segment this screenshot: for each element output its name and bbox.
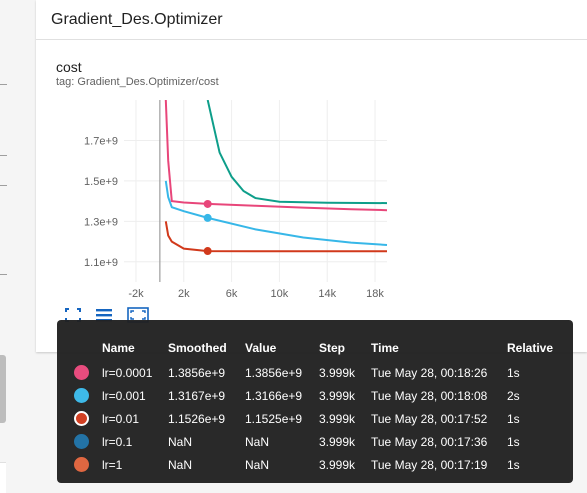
tooltip-cell-time: Tue May 28, 00:17:19	[371, 458, 488, 472]
hover-point-lr=0.001	[203, 213, 212, 222]
x-tick-label: 10k	[271, 288, 289, 300]
tooltip-cell-step: 3.999k	[319, 412, 356, 426]
series-color-swatch	[74, 411, 89, 426]
chart-grid	[124, 100, 387, 282]
y-axis-ticks: 1.1e+9 1.3e+9 1.5e+9 1.7e+9	[84, 135, 118, 268]
left-divider	[0, 185, 7, 186]
chart-title: cost	[56, 59, 82, 75]
tooltip-cell-time: Tue May 28, 00:18:08	[371, 389, 488, 403]
tooltip-cell-value: NaN	[245, 435, 270, 449]
tooltip-cell-time: Tue May 28, 00:17:52	[371, 412, 488, 426]
header-relative: Relative	[507, 341, 554, 355]
x-tick-label: -2k	[128, 288, 144, 300]
y-tick-label: 1.5e+9	[84, 176, 118, 188]
tooltip-cell-relative: 1s	[507, 366, 520, 380]
tooltip-cell-value: 1.1525e+9	[245, 412, 303, 426]
x-tick-label: 14k	[318, 288, 336, 300]
x-axis-ticks: -2k 2k 6k 10k 14k 18k	[128, 288, 384, 300]
line-chart[interactable]: -2k 2k 6k 10k 14k 18k 1.1e+9 1.3e+9 1.5e+9 1.7e+…	[36, 0, 587, 352]
tooltip-cell-relative: 2s	[507, 389, 520, 403]
header-time: Time	[371, 341, 399, 355]
x-tick-label: 2k	[178, 288, 190, 300]
left-divider	[0, 274, 7, 275]
chart-tag: tag: Gradient_Des.Optimizer/cost	[56, 76, 219, 88]
tooltip-row: lr=0.0001 1.3856e+9 1.3856e+9 3.999k Tue May…	[57, 361, 573, 383]
tooltip-cell-value: 1.3166e+9	[245, 389, 303, 403]
tooltip-row: lr=0.01 1.1526e+9 1.1525e+9 3.999k Tue May 2…	[57, 407, 573, 429]
left-divider	[0, 84, 7, 85]
tooltip-row: lr=1 NaN NaN 3.999k Tue May 28, 00:17:19 1s	[57, 453, 573, 475]
left-panel-edge	[0, 0, 7, 493]
scalar-card: Gradient_Des.Optimizer cost tag: Gradien…	[36, 0, 587, 352]
tooltip-row: lr=0.001 1.3167e+9 1.3166e+9 3.999k Tue May …	[57, 384, 573, 406]
tooltip-cell-name: lr=0.1	[102, 435, 133, 449]
card-title: Gradient_Des.Optimizer	[51, 11, 223, 28]
tooltip-cell-smoothed: 1.3167e+9	[168, 389, 226, 403]
tooltip-cell-time: Tue May 28, 00:18:26	[371, 366, 488, 380]
chart-hover-points	[203, 199, 212, 256]
hover-point-lr=0.0001	[203, 199, 212, 208]
series-line-lr=0.01	[164, 221, 387, 253]
chart-lines	[164, 100, 388, 253]
tooltip-cell-value: NaN	[245, 458, 270, 472]
tooltip-cell-relative: 1s	[507, 458, 520, 472]
left-divider	[0, 155, 7, 156]
x-tick-label: 6k	[226, 288, 238, 300]
tooltip-cell-step: 3.999k	[319, 366, 356, 380]
tooltip-cell-name: lr=0.001	[102, 389, 146, 403]
header-value: Value	[245, 341, 277, 355]
series-color-swatch	[74, 434, 89, 449]
hover-tooltip: Name Smoothed Value Step Time Relative l…	[57, 320, 573, 483]
tooltip-cell-smoothed: 1.1526e+9	[168, 412, 226, 426]
hover-point-lr=0.01	[203, 247, 212, 256]
y-tick-label: 1.3e+9	[84, 216, 118, 228]
tooltip-cell-smoothed: NaN	[168, 435, 193, 449]
x-tick-label: 18k	[366, 288, 384, 300]
series-line-lr=0.001	[164, 180, 388, 246]
tooltip-cell-smoothed: 1.3856e+9	[168, 366, 226, 380]
header-name: Name	[102, 341, 135, 355]
tooltip-cell-time: Tue May 28, 00:17:36	[371, 435, 488, 449]
left-scrollbar[interactable]	[0, 355, 6, 423]
tooltip-cell-name: lr=0.01	[102, 412, 140, 426]
fit-domain-icon[interactable]	[64, 307, 82, 323]
tooltip-cell-step: 3.999k	[319, 389, 356, 403]
left-panel-tab[interactable]	[0, 462, 6, 493]
y-tick-label: 1.1e+9	[84, 257, 118, 269]
header-step: Step	[319, 341, 346, 355]
series-color-swatch	[74, 388, 89, 403]
series-color-swatch	[74, 457, 89, 472]
tooltip-cell-relative: 1s	[507, 435, 520, 449]
tooltip-cell-step: 3.999k	[319, 435, 356, 449]
y-tick-label: 1.7e+9	[84, 135, 118, 147]
series-line-teal	[206, 100, 388, 205]
tooltip-cell-name: lr=1	[102, 458, 123, 472]
tooltip-cell-smoothed: NaN	[168, 458, 193, 472]
card-header[interactable]: Gradient_Des.Optimizer	[36, 0, 587, 40]
series-color-swatch	[74, 365, 89, 380]
tooltip-row: lr=0.1 NaN NaN 3.999k Tue May 28, 00:17:36 1s	[57, 430, 573, 452]
header-smoothed: Smoothed	[168, 341, 227, 355]
tooltip-cell-step: 3.999k	[319, 458, 356, 472]
tooltip-cell-value: 1.3856e+9	[245, 366, 303, 380]
tooltip-cell-relative: 1s	[507, 412, 520, 426]
tooltip-cell-name: lr=0.0001	[102, 366, 153, 380]
series-line-lr=0.0001	[164, 100, 388, 212]
